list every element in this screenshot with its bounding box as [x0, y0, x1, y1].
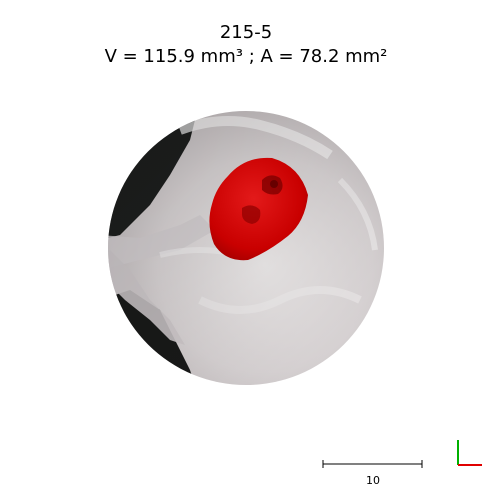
axis-gizmo [457, 440, 482, 466]
scale-bar [322, 460, 423, 468]
scale-bar-label: 10 [366, 474, 380, 487]
tumor-segmentation-overlay [209, 157, 308, 261]
sample-id-title: 215-5 [219, 22, 273, 43]
measurement-title: V = 115.9 mm³ ; A = 78.2 mm² [104, 46, 388, 67]
